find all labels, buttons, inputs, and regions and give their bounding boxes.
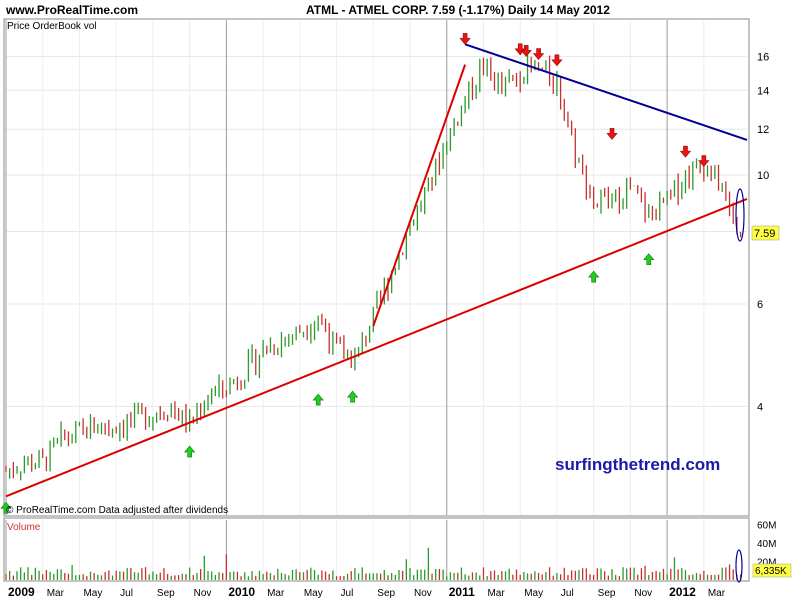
x-tick-label: 2011 <box>449 585 475 599</box>
down-arrow-icon <box>459 33 471 45</box>
down-arrow-icon <box>698 155 710 167</box>
y-tick-label: 14 <box>757 85 769 97</box>
up-arrow-icon <box>312 393 324 406</box>
volume-tick-label: 40M <box>757 539 776 550</box>
last-price-badge-bg <box>751 225 780 241</box>
signal-arrows <box>0 33 710 514</box>
up-arrow-icon <box>0 501 12 514</box>
x-tick-label: Nov <box>634 588 652 599</box>
x-tick-label: May <box>524 588 543 599</box>
down-arrow-icon <box>532 48 545 60</box>
highlight-ellipse <box>735 188 745 242</box>
x-tick-label: 2012 <box>669 585 696 599</box>
x-tick-label: Jul <box>120 588 133 599</box>
x-tick-label: 2009 <box>8 585 35 599</box>
trendline-rally <box>372 64 467 327</box>
y-tick-label: 16 <box>757 52 769 64</box>
x-tick-label: May <box>83 588 102 599</box>
up-arrow-icon <box>184 445 196 458</box>
volume-highlight-ellipse <box>735 549 743 583</box>
volume-tick-label: 60M <box>757 521 776 532</box>
y-tick-label: 6 <box>757 299 763 311</box>
y-tick-label: 4 <box>757 401 763 413</box>
x-tick-label: Sep <box>598 588 616 599</box>
grid <box>5 20 747 580</box>
volume-panel-label: Volume <box>7 522 41 533</box>
axes: 468101214162009MarMayJulSepNov2010MarMay… <box>8 52 776 599</box>
y-tick-label: 12 <box>757 124 769 136</box>
site-name[interactable]: www.ProRealTime.com <box>5 3 138 17</box>
x-tick-label: Nov <box>194 588 212 599</box>
last-price-badge: 7.59 <box>754 228 775 240</box>
down-arrow-icon <box>520 45 532 57</box>
x-tick-label: Jul <box>561 588 574 599</box>
trendline-resistance <box>464 43 748 141</box>
x-tick-label: Sep <box>377 588 395 599</box>
y-tick-label: 10 <box>757 170 769 182</box>
x-tick-label: Mar <box>267 588 285 599</box>
chart-title: ATML - ATMEL CORP. 7.59 (-1.17%) Daily 1… <box>306 3 610 17</box>
down-arrow-icon <box>679 145 692 158</box>
watermark[interactable]: surfingthetrend.com <box>555 455 720 474</box>
price-panel <box>3 18 750 517</box>
down-arrow-icon <box>606 128 618 140</box>
x-tick-label: May <box>304 588 323 599</box>
price-bars <box>5 54 742 481</box>
volume-tick-label: 20M <box>757 558 776 569</box>
x-tick-label: Mar <box>47 588 65 599</box>
trendline-support <box>5 198 748 498</box>
volume-bars <box>5 547 742 580</box>
x-tick-label: Mar <box>708 588 726 599</box>
down-arrow-icon <box>551 54 563 67</box>
last-volume-badge: 6,335K <box>755 566 787 577</box>
trendlines <box>5 43 748 498</box>
footnote: © ProRealTime.com Data adjusted after di… <box>6 505 228 516</box>
up-arrow-icon <box>643 253 655 266</box>
x-tick-label: Mar <box>487 588 505 599</box>
last-volume-badge-bg <box>752 563 792 578</box>
x-tick-label: Sep <box>157 588 175 599</box>
x-tick-label: Jul <box>341 588 354 599</box>
x-tick-label: Nov <box>414 588 432 599</box>
up-arrow-icon <box>346 390 359 403</box>
volume-panel <box>3 517 750 582</box>
up-arrow-icon <box>588 270 600 283</box>
x-tick-label: 2010 <box>228 585 255 599</box>
price-panel-label: Price OrderBook vol <box>7 21 96 32</box>
